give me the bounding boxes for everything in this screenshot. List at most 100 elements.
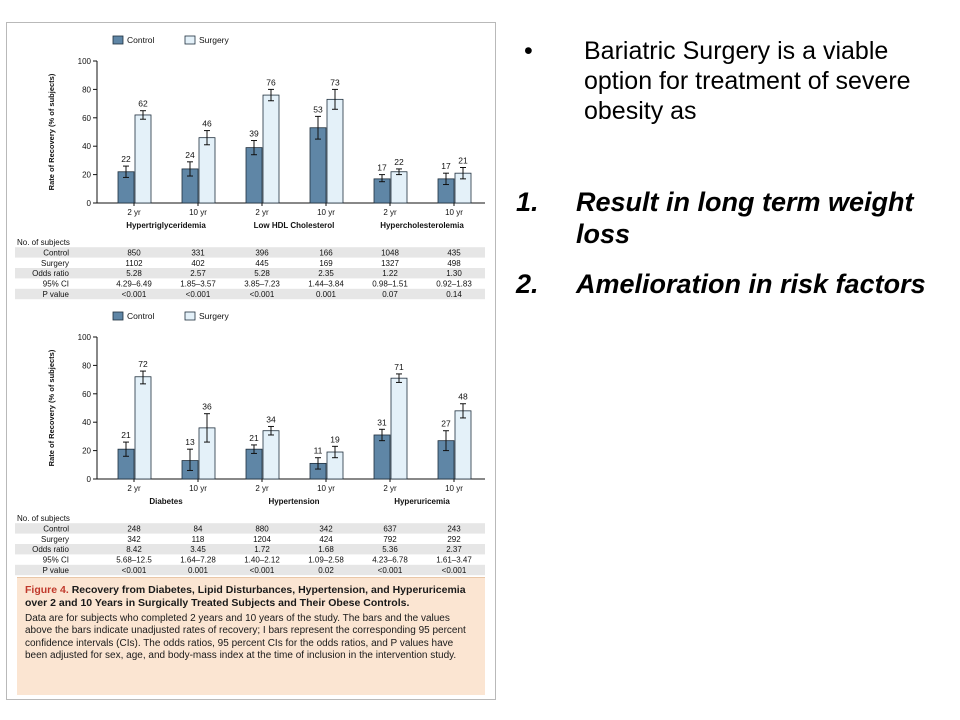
bar-control (373, 434, 391, 480)
data-label-surgery: 34 (266, 414, 276, 424)
legend-swatch-surgery (184, 311, 196, 321)
table-row-label: 95% CI (43, 280, 69, 289)
x-tick-label: 2 yr (255, 208, 269, 217)
x-tick-label: 10 yr (317, 208, 335, 217)
table-cell: 637 (383, 524, 397, 533)
table-cell: <0.001 (250, 290, 275, 299)
table-cell: 0.001 (316, 290, 337, 299)
chart-lipids: Rate of Recovery (% of subjects) 0 20 40 60 8… (15, 35, 485, 300)
table-cell: <0.001 (122, 290, 147, 299)
figure-panel: Rate of Recovery (% of subjects) 0 20 40 60 8… (6, 22, 496, 700)
table-cell: 402 (191, 259, 205, 268)
group-label: Hyperuricemia (394, 497, 450, 506)
table-cell: 248 (127, 524, 141, 533)
x-tick-label: 2 yr (383, 208, 397, 217)
data-label-surgery: 72 (138, 359, 148, 369)
item-text: Result in long term weight loss (576, 187, 914, 249)
table-cell: 0.02 (318, 566, 334, 575)
y-axis-label: Rate of Recovery (% of subjects) (47, 349, 56, 466)
table-row-label: Odds ratio (32, 269, 69, 278)
table-header: No. of subjects (17, 238, 70, 247)
table-cell: 2.37 (446, 545, 462, 554)
table-row-stripe (15, 288, 485, 300)
table-cell: 1.68 (318, 545, 334, 554)
table-cell: 292 (447, 535, 461, 544)
bar-surgery (134, 376, 152, 480)
data-label-control: 22 (121, 154, 131, 164)
table-cell: 8.42 (126, 545, 142, 554)
table-row-label: P value (42, 566, 69, 575)
data-label-control: 17 (441, 161, 451, 171)
data-label-surgery: 76 (266, 77, 276, 87)
bar-surgery (134, 114, 152, 204)
table-cell: 2.57 (190, 269, 206, 278)
legend-label-surgery: Surgery (199, 311, 230, 321)
table-cell: 1327 (381, 259, 399, 268)
table-cell: 3.85–7.23 (244, 280, 280, 289)
legend-swatch-surgery (184, 35, 196, 45)
table-cell: <0.001 (250, 566, 275, 575)
y-tick-label: 100 (78, 333, 92, 342)
bar-surgery (326, 98, 344, 204)
legend-swatch-control (112, 311, 124, 321)
legend-label-control: Control (127, 35, 155, 45)
table-cell: 4.29–6.49 (116, 280, 152, 289)
table-cell: 5.28 (254, 269, 270, 278)
table-cell: 424 (319, 535, 333, 544)
x-tick-label: 10 yr (189, 484, 207, 493)
data-label-surgery: 73 (330, 77, 340, 87)
table-cell: 0.92–1.83 (436, 280, 472, 289)
x-tick-label: 2 yr (127, 484, 141, 493)
table-row-stripe (15, 564, 485, 576)
x-tick-label: 2 yr (383, 484, 397, 493)
table-cell: <0.001 (378, 566, 403, 575)
y-tick-label: 100 (78, 57, 92, 66)
table-cell: 1102 (125, 259, 143, 268)
x-tick-label: 10 yr (317, 484, 335, 493)
legend-label-surgery: Surgery (199, 35, 230, 45)
table-cell: 1.72 (254, 545, 270, 554)
bar-control (245, 147, 263, 204)
table-cell: <0.001 (442, 566, 467, 575)
caption-title-text: Recovery from Diabetes, Lipid Disturbanc… (25, 584, 466, 609)
table-cell: 435 (447, 248, 461, 257)
table-cell: 5.68–12.5 (116, 556, 152, 565)
y-tick-label: 0 (87, 475, 92, 484)
table-row-label: Surgery (41, 259, 69, 268)
bar-surgery (390, 377, 408, 480)
caption-label: Figure 4. (25, 584, 69, 596)
bullet-symbol: • (524, 37, 533, 65)
table-cell: 3.45 (190, 545, 206, 554)
table-cell: 4.23–6.78 (372, 556, 408, 565)
table-header: No. of subjects (17, 514, 70, 523)
table-row-stripe (15, 523, 485, 534)
item-text: Amelioration in risk factors (576, 269, 926, 299)
data-label-control: 21 (249, 433, 259, 443)
bar-surgery (454, 410, 472, 480)
table-row-label: P value (42, 290, 69, 299)
table-cell: 1.64–7.28 (180, 556, 216, 565)
table-cell: 792 (383, 535, 397, 544)
group-label: Hypertriglyceridemia (126, 221, 206, 230)
table-cell: 850 (127, 248, 141, 257)
bar-surgery (262, 430, 280, 480)
table-row-label: Control (43, 524, 69, 533)
table-cell: 1204 (253, 535, 271, 544)
table-cell: 243 (447, 524, 461, 533)
y-tick-label: 60 (82, 114, 91, 123)
table-cell: <0.001 (122, 566, 147, 575)
y-tick-label: 60 (82, 390, 91, 399)
x-tick-label: 2 yr (255, 484, 269, 493)
legend-label-control: Control (127, 311, 155, 321)
bar-surgery (198, 137, 216, 204)
slide-text: • Bariatric Surgery is a viable option f… (516, 36, 946, 300)
chart-diabetes-hypertension: Rate of Recovery (% of subjects) 0 20 40 60 8… (15, 311, 485, 576)
table-cell: 169 (319, 259, 333, 268)
group-label: Hypertension (268, 497, 319, 506)
figure-caption: Figure 4. Recovery from Diabetes, Lipid … (17, 577, 485, 695)
table-cell: 1.44–3.84 (308, 280, 344, 289)
item-number: 2. (516, 269, 539, 299)
bullet-item: • Bariatric Surgery is a viable option f… (516, 36, 946, 126)
table-cell: 1.22 (382, 269, 398, 278)
table-cell: 1.09–2.58 (308, 556, 344, 565)
